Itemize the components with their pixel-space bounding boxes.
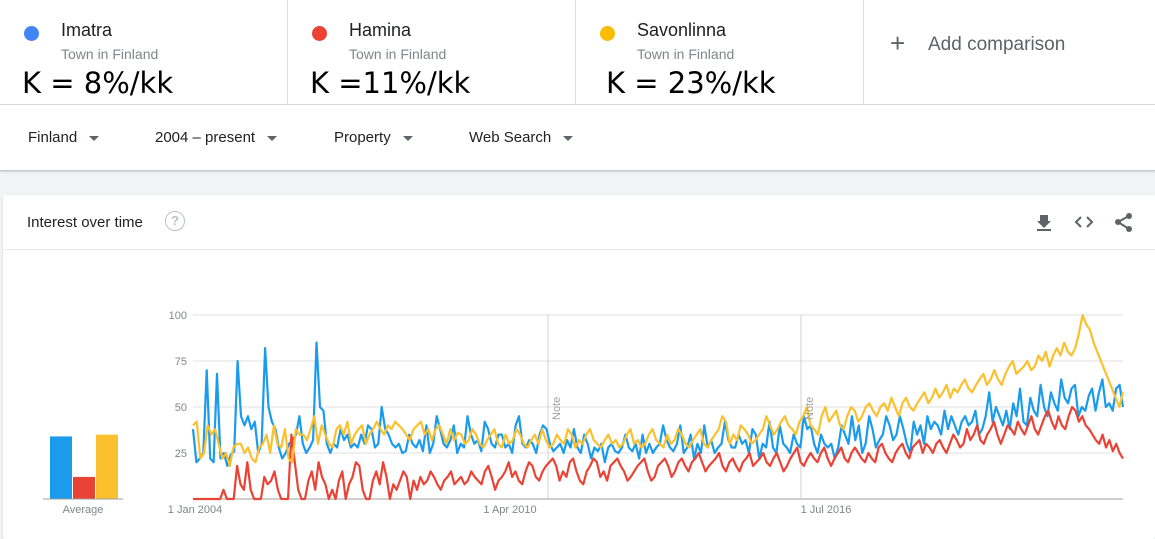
term-name[interactable]: Imatra — [61, 20, 113, 40]
card-title: Interest over time — [27, 214, 143, 231]
time-range-dropdown[interactable]: 2004 – present — [155, 129, 278, 146]
term-annotation: K = 8%/kk — [22, 66, 174, 100]
term-card-imatra[interactable]: Imatra Town in Finland K = 8%/kk — [0, 0, 288, 105]
average-label: Average — [63, 504, 104, 516]
help-icon[interactable]: ? — [165, 211, 185, 231]
chevron-down-icon — [267, 135, 278, 141]
series-color-dot — [600, 26, 615, 41]
region-value: Finland — [28, 129, 78, 146]
chevron-down-icon — [563, 135, 574, 141]
series-line-hamina — [193, 405, 1124, 501]
region-dropdown[interactable]: Finland — [28, 129, 100, 146]
term-subtitle: Town in Finland — [61, 46, 159, 62]
note-label: Note — [804, 397, 816, 420]
embed-icon[interactable] — [1073, 211, 1095, 233]
term-annotation: K =11%/kk — [310, 66, 471, 100]
share-icon[interactable] — [1113, 211, 1135, 233]
add-comparison-button[interactable]: + Add comparison — [864, 0, 1154, 105]
term-name[interactable]: Hamina — [349, 20, 412, 40]
series-line-imatra — [191, 341, 1125, 467]
search-type-dropdown[interactable]: Web Search — [469, 129, 574, 146]
average-bar-savonlinna — [96, 434, 118, 499]
term-subtitle: Town in Finland — [637, 46, 735, 62]
time-range-value: 2004 – present — [155, 129, 256, 146]
comparison-terms-bar: Imatra Town in Finland K = 8%/kk Hamina … — [0, 0, 1155, 105]
plus-icon: + — [890, 28, 906, 58]
term-card-savonlinna[interactable]: Savonlinna Town in Finland K = 23%/kk — [576, 0, 864, 105]
download-icon[interactable] — [1033, 211, 1055, 233]
y-tick-label: 50 — [175, 402, 187, 414]
add-comparison-label: Add comparison — [928, 34, 1066, 55]
interest-line-chart: 100 75 50 25 Note Note 1 Jan 2004 1 Apr 2010 1 J… — [43, 310, 1125, 516]
interest-over-time-card: Interest over time ? 100 75 50 25 Note Note 1 … — [3, 195, 1155, 539]
average-bar-hamina — [73, 476, 95, 499]
term-card-hamina[interactable]: Hamina Town in Finland K =11%/kk — [288, 0, 576, 105]
search-type-value: Web Search — [469, 129, 552, 146]
x-tick-label: 1 Apr 2010 — [483, 504, 536, 516]
series-color-dot — [24, 26, 39, 41]
series-color-dot — [312, 26, 327, 41]
y-tick-label: 75 — [175, 356, 187, 368]
category-value: Property — [334, 129, 391, 146]
note-label: Note — [551, 397, 563, 420]
y-tick-label: 100 — [169, 310, 187, 322]
y-tick-label: 25 — [175, 448, 187, 460]
term-name[interactable]: Savonlinna — [637, 20, 727, 40]
chevron-down-icon — [402, 135, 413, 141]
category-dropdown[interactable]: Property — [334, 129, 413, 146]
average-bar-imatra — [50, 436, 72, 499]
card-header: Interest over time ? — [3, 195, 1155, 250]
x-tick-label: 1 Jul 2016 — [801, 504, 852, 516]
filter-bar: Finland 2004 – present Property Web Sear… — [0, 105, 1155, 171]
chevron-down-icon — [89, 135, 100, 141]
term-subtitle: Town in Finland — [349, 46, 447, 62]
series-line-savonlinna — [192, 313, 1125, 467]
x-tick-label: 1 Jan 2004 — [168, 504, 222, 516]
term-annotation: K = 23%/kk — [606, 66, 776, 100]
